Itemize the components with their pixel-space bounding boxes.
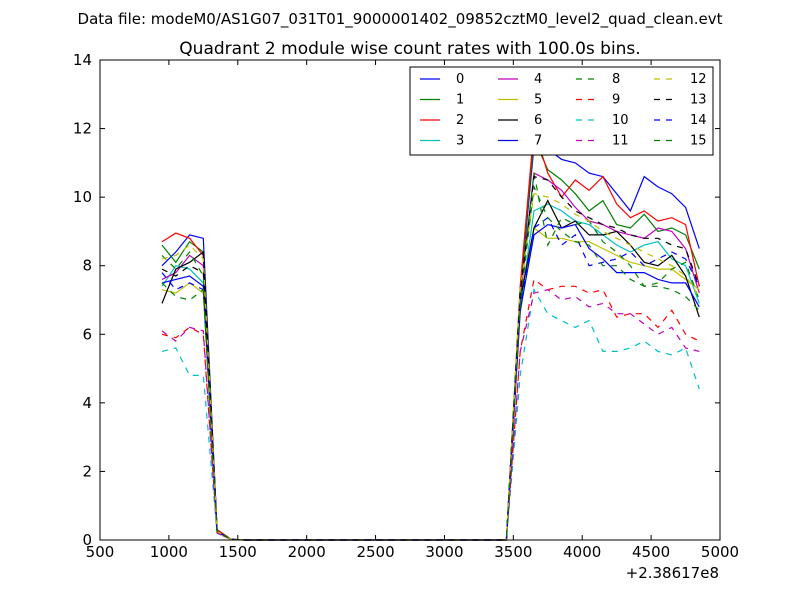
y-tick-label: 6: [82, 325, 92, 343]
legend-label-11: 11: [612, 134, 629, 149]
x-tick-label: 2000: [288, 543, 326, 561]
legend-label-14: 14: [690, 113, 707, 128]
series-line-2: [161, 128, 700, 541]
legend-label-0: 0: [456, 72, 464, 87]
legend-label-8: 8: [612, 72, 620, 87]
series-line-0: [161, 144, 700, 541]
y-tick-label: 4: [82, 394, 92, 412]
series-line-1: [161, 136, 700, 541]
series-line-5: [161, 226, 700, 541]
series-line-7: [161, 223, 700, 541]
legend-label-7: 7: [534, 134, 542, 149]
x-tick-label: 4000: [563, 543, 601, 561]
series-line-4: [161, 172, 700, 541]
legend-label-13: 13: [690, 93, 707, 108]
x-tick-label: 3000: [425, 543, 463, 561]
x-tick-label: 1000: [150, 543, 188, 561]
series-line-8: [161, 172, 700, 541]
legend-label-3: 3: [456, 134, 464, 149]
series-line-13: [161, 175, 700, 541]
series-line-10: [161, 287, 700, 541]
y-tick-label: 0: [82, 531, 92, 549]
legend-label-1: 1: [456, 93, 464, 108]
x-tick-label: 5000: [701, 543, 739, 561]
axes-frame: [99, 59, 721, 541]
legend-label-5: 5: [534, 93, 542, 108]
chart-title: Quadrant 2 module wise count rates with …: [179, 39, 640, 59]
legend-label-12: 12: [690, 72, 707, 87]
legend-label-6: 6: [534, 113, 542, 128]
axis-ticks: 500 1000 1500 2000 2500 3000 3500 4000 4500 5000 0…: [73, 51, 739, 561]
y-tick-label: 10: [73, 188, 92, 206]
plot-area: [161, 128, 700, 541]
series-line-14: [161, 216, 700, 541]
y-tick-label: 8: [82, 257, 92, 275]
y-tick-label: 12: [73, 120, 92, 138]
series-line-11: [161, 289, 700, 541]
legend-label-2: 2: [456, 113, 464, 128]
series-line-9: [161, 278, 700, 541]
legend-label-9: 9: [612, 93, 620, 108]
x-tick-label: 500: [86, 543, 115, 561]
x-tick-label: 4500: [632, 543, 670, 561]
legend-box: [409, 66, 714, 156]
x-offset-label: +2.38617e8: [626, 564, 719, 582]
series-line-3: [161, 203, 700, 541]
legend-label-10: 10: [612, 113, 629, 128]
x-tick-label: 3500: [494, 543, 532, 561]
x-tick-label: 2500: [356, 543, 394, 561]
series-line-6: [161, 199, 700, 541]
figure-suptitle: Data file: modeM0/AS1G07_031T01_90000014…: [78, 10, 723, 29]
legend-label-4: 4: [534, 72, 542, 87]
y-tick-label: 2: [82, 462, 92, 480]
y-tick-label: 14: [73, 51, 92, 69]
legend-label-15: 15: [690, 134, 707, 149]
x-tick-label: 1500: [219, 543, 257, 561]
